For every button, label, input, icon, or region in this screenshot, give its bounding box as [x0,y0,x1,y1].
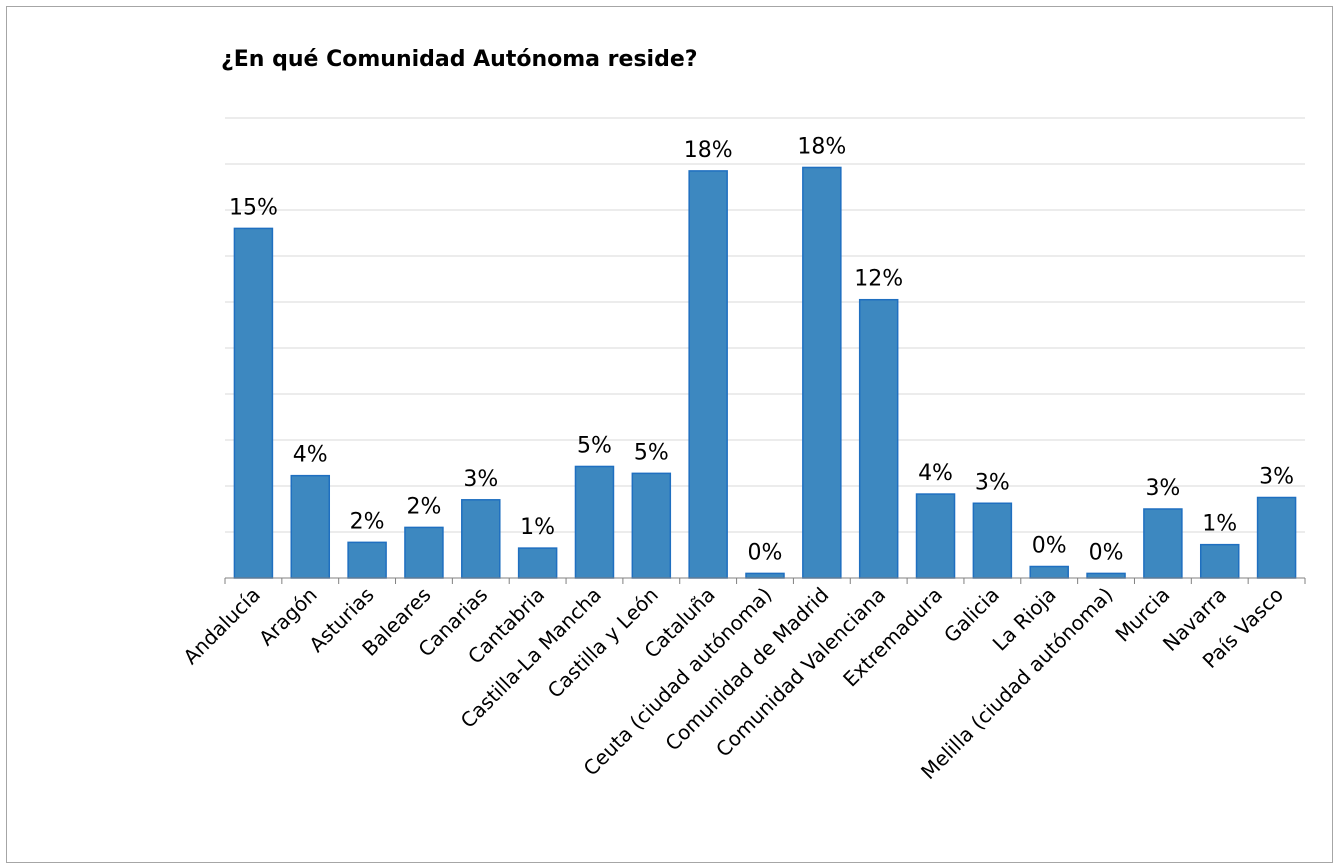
bar [1143,508,1183,579]
bar [972,502,1013,579]
bar [404,526,444,579]
bar [688,170,728,579]
x-tick-label: Andalucía [178,583,265,670]
data-labels: 15% 4% 2% 2% 3% 1% 5% 5% 18% 0% 18% 12% 4% 3% 0% 0% 3% 1%… [229,134,1294,565]
bar [915,493,956,579]
data-label: 4% [918,461,953,486]
data-label: 5% [634,440,669,465]
bar [631,472,672,579]
data-label: 2% [350,509,385,534]
gridlines [225,117,1305,533]
bar [1256,496,1297,579]
bar [517,547,558,579]
bar [574,465,615,579]
data-label: 1% [520,515,555,540]
x-tick-labels: AndalucíaAragónAsturiasBalearesCanariasC… [178,583,1288,784]
bar [802,166,842,579]
data-label: 15% [229,195,278,220]
data-label: 5% [577,433,612,458]
data-label: 0% [1089,540,1124,565]
data-label: 18% [797,134,846,159]
data-label: 18% [684,138,733,163]
data-label: 3% [975,470,1010,495]
x-axis [224,577,1306,584]
chart-title: ¿En qué Comunidad Autónoma reside? [221,47,698,72]
bar [290,474,331,579]
bar [347,541,387,579]
data-label: 3% [1145,476,1180,501]
chart-frame [6,6,1333,863]
bar [858,298,899,579]
data-label: 12% [854,267,903,292]
bars [233,166,1297,579]
data-label: 3% [463,467,498,492]
data-label: 3% [1259,465,1294,490]
data-label: 1% [1202,512,1237,537]
data-label: 0% [1032,534,1067,559]
data-label: 0% [748,540,783,565]
data-label: 4% [293,443,328,468]
bar [461,499,501,579]
bar [233,227,274,579]
bar [1199,543,1240,579]
data-label: 2% [406,494,441,519]
bar [1086,572,1126,579]
bar [1029,565,1069,579]
x-tick-label: Extremadura [838,583,947,692]
bar [745,572,785,579]
